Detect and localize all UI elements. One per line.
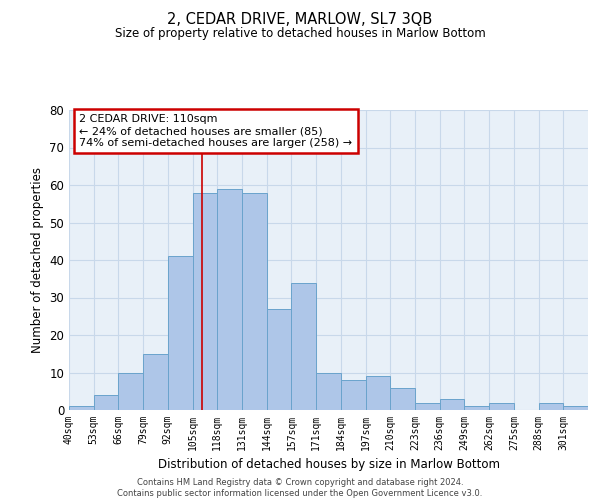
Bar <box>143 354 168 410</box>
Y-axis label: Number of detached properties: Number of detached properties <box>31 167 44 353</box>
Bar <box>118 372 143 410</box>
Bar <box>415 402 440 410</box>
Bar <box>94 395 118 410</box>
Bar <box>193 192 217 410</box>
Bar <box>341 380 365 410</box>
Text: 2, CEDAR DRIVE, MARLOW, SL7 3QB: 2, CEDAR DRIVE, MARLOW, SL7 3QB <box>167 12 433 28</box>
Bar <box>267 308 292 410</box>
Bar <box>539 402 563 410</box>
Bar <box>242 192 267 410</box>
Text: 2 CEDAR DRIVE: 110sqm
← 24% of detached houses are smaller (85)
74% of semi-deta: 2 CEDAR DRIVE: 110sqm ← 24% of detached … <box>79 114 353 148</box>
Bar <box>365 376 390 410</box>
Bar <box>217 188 242 410</box>
Bar <box>292 282 316 410</box>
X-axis label: Distribution of detached houses by size in Marlow Bottom: Distribution of detached houses by size … <box>157 458 499 471</box>
Bar <box>563 406 588 410</box>
Text: Contains HM Land Registry data © Crown copyright and database right 2024.
Contai: Contains HM Land Registry data © Crown c… <box>118 478 482 498</box>
Bar <box>168 256 193 410</box>
Bar <box>390 388 415 410</box>
Bar <box>316 372 341 410</box>
Bar <box>464 406 489 410</box>
Bar <box>440 399 464 410</box>
Text: Size of property relative to detached houses in Marlow Bottom: Size of property relative to detached ho… <box>115 28 485 40</box>
Bar <box>69 406 94 410</box>
Bar <box>489 402 514 410</box>
